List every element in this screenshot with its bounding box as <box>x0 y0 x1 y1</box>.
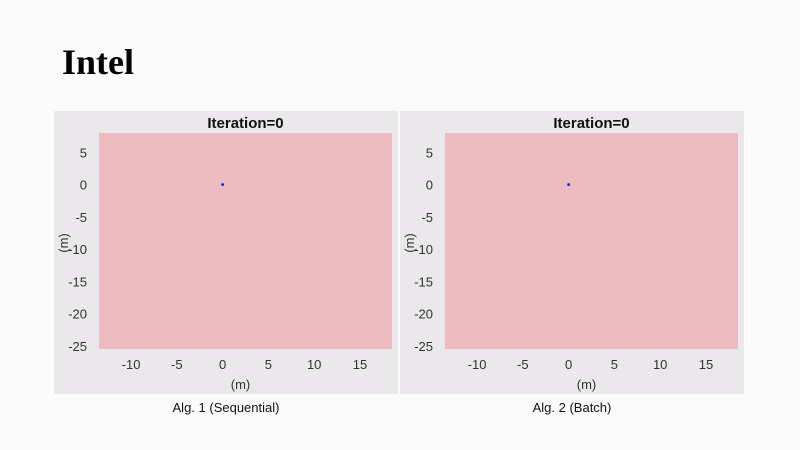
x-axis-label: (m) <box>577 377 597 392</box>
y-tick-label: -15 <box>414 274 433 289</box>
chart-panel-batch: Iteration=0 -10 -5 0 5 10 15 5 0 -5 -10 -15 -20 -25 (m… <box>400 111 744 394</box>
y-tick-label: 5 <box>426 145 433 160</box>
chart-panel-sequential: Iteration=0 -10 -5 0 5 10 15 5 0 -5 -10 -15 -20 -25 (m… <box>54 111 398 394</box>
robot-position-point <box>221 183 225 186</box>
y-tick-label: -20 <box>414 307 433 322</box>
chart-title: Iteration=0 <box>207 115 283 132</box>
x-tick-label: 0 <box>565 357 572 372</box>
x-tick-label: -5 <box>171 357 183 372</box>
y-tick-label: -25 <box>414 339 433 354</box>
x-tick-label: 0 <box>219 357 226 372</box>
y-tick-label: 5 <box>80 145 87 160</box>
y-tick-label: -5 <box>421 210 433 225</box>
occupancy-map-area <box>99 133 392 349</box>
y-axis-label: (m) <box>402 233 417 253</box>
slide-title: Intel <box>62 42 134 82</box>
y-tick-label: -10 <box>68 242 87 257</box>
y-tick-label: -20 <box>68 307 87 322</box>
occupancy-map-area <box>445 133 738 349</box>
x-tick-label: 15 <box>353 357 367 372</box>
x-tick-label: 5 <box>265 357 272 372</box>
chart-sequential: Iteration=0 -10 -5 0 5 10 15 5 0 -5 -10 -15 -20 -25 (m… <box>56 115 392 392</box>
caption-batch: Alg. 2 (Batch) <box>532 400 612 415</box>
y-tick-label: -15 <box>68 274 87 289</box>
y-tick-label: 0 <box>426 178 433 193</box>
y-axis-label: (m) <box>56 233 71 253</box>
x-tick-label: 10 <box>653 357 667 372</box>
x-tick-label: -5 <box>517 357 529 372</box>
y-tick-label: 0 <box>80 178 87 193</box>
y-tick-label: -25 <box>68 339 87 354</box>
x-tick-label: -10 <box>468 357 487 372</box>
x-tick-label: -10 <box>122 357 141 372</box>
x-tick-label: 15 <box>699 357 713 372</box>
y-tick-label: -10 <box>414 242 433 257</box>
robot-position-point <box>567 183 571 186</box>
y-tick-label: -5 <box>75 210 87 225</box>
x-tick-label: 10 <box>307 357 321 372</box>
x-axis-label: (m) <box>231 377 251 392</box>
chart-batch: Iteration=0 -10 -5 0 5 10 15 5 0 -5 -10 -15 -20 -25 (m… <box>402 115 738 392</box>
x-tick-label: 5 <box>611 357 618 372</box>
caption-sequential: Alg. 1 (Sequential) <box>172 400 280 415</box>
chart-title: Iteration=0 <box>553 115 629 132</box>
